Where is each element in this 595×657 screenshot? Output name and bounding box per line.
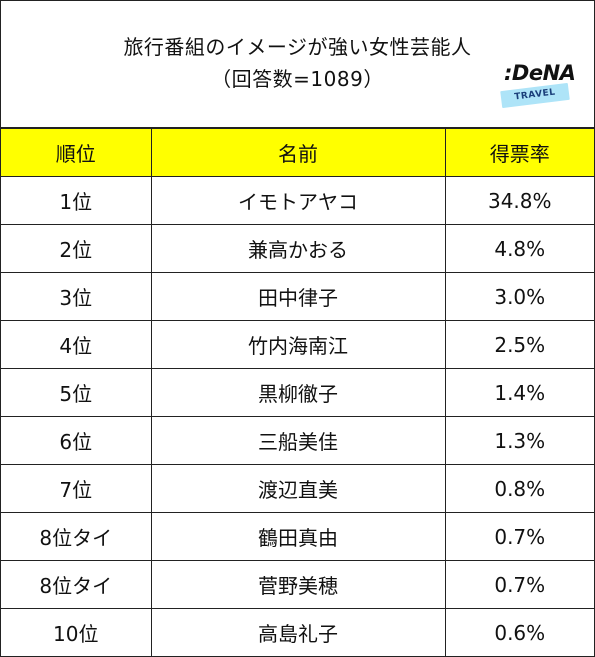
column-header-rank: 順位	[1, 128, 152, 177]
name-cell: 兼高かおる	[150, 224, 446, 273]
rank-cell: 8位タイ	[1, 560, 152, 609]
ranking-table: 順位 名前 得票率 1位 イモトアヤコ 34.8% 2位 兼高かおる 4.8% …	[1, 128, 594, 656]
dena-travel-logo: :DeNA TRAVEL	[496, 61, 582, 111]
name-cell: 田中律子	[150, 272, 446, 321]
page-title: 旅行番組のイメージが強い女性芸能人	[123, 35, 472, 59]
table-row: 2位 兼高かおる 4.8%	[1, 224, 594, 273]
table-row: 4位 竹内海南江 2.5%	[1, 320, 594, 369]
name-cell: 鶴田真由	[150, 512, 446, 561]
rank-cell: 7位	[1, 464, 152, 513]
table-header-row: 順位 名前 得票率	[1, 128, 594, 177]
column-header-name: 名前	[150, 128, 446, 177]
logo-wordmark: :DeNA	[504, 61, 576, 85]
column-header-rate: 得票率	[444, 128, 594, 177]
logo-band: TRAVEL	[500, 82, 570, 109]
name-cell: 菅野美穂	[150, 560, 446, 609]
name-cell: 竹内海南江	[150, 320, 446, 369]
rank-cell: 2位	[1, 224, 152, 273]
name-cell: 渡辺直美	[150, 464, 446, 513]
table-row: 5位 黒柳徹子 1.4%	[1, 368, 594, 417]
rank-cell: 3位	[1, 272, 152, 321]
name-cell: 三船美佳	[150, 416, 446, 465]
rate-cell: 3.0%	[444, 272, 594, 321]
rank-cell: 5位	[1, 368, 152, 417]
rate-cell: 2.5%	[444, 320, 594, 369]
rate-cell: 0.7%	[444, 560, 594, 609]
table-row: 8位タイ 鶴田真由 0.7%	[1, 512, 594, 561]
name-cell: 高島礼子	[150, 608, 446, 656]
rate-cell: 34.8%	[444, 176, 594, 225]
table-row: 6位 三船美佳 1.3%	[1, 416, 594, 465]
logo-band-text: TRAVEL	[513, 87, 557, 103]
rank-cell: 1位	[1, 176, 152, 225]
rate-cell: 4.8%	[444, 224, 594, 273]
table-row: 7位 渡辺直美 0.8%	[1, 464, 594, 513]
name-cell: イモトアヤコ	[150, 176, 446, 225]
rank-cell: 6位	[1, 416, 152, 465]
rate-cell: 1.4%	[444, 368, 594, 417]
title-area: 旅行番組のイメージが強い女性芸能人 （回答数=1089） :DeNA TRAVE…	[1, 1, 594, 128]
respondent-count: （回答数=1089）	[211, 67, 384, 91]
rate-cell: 0.6%	[444, 608, 594, 656]
table-row: 10位 高島礼子 0.6%	[1, 608, 594, 656]
rank-cell: 4位	[1, 320, 152, 369]
rate-cell: 0.8%	[444, 464, 594, 513]
table-row: 3位 田中律子 3.0%	[1, 272, 594, 321]
rate-cell: 1.3%	[444, 416, 594, 465]
rate-cell: 0.7%	[444, 512, 594, 561]
table-row: 8位タイ 菅野美穂 0.7%	[1, 560, 594, 609]
rank-cell: 10位	[1, 608, 152, 656]
table-row: 1位 イモトアヤコ 34.8%	[1, 176, 594, 225]
name-cell: 黒柳徹子	[150, 368, 446, 417]
rank-cell: 8位タイ	[1, 512, 152, 561]
